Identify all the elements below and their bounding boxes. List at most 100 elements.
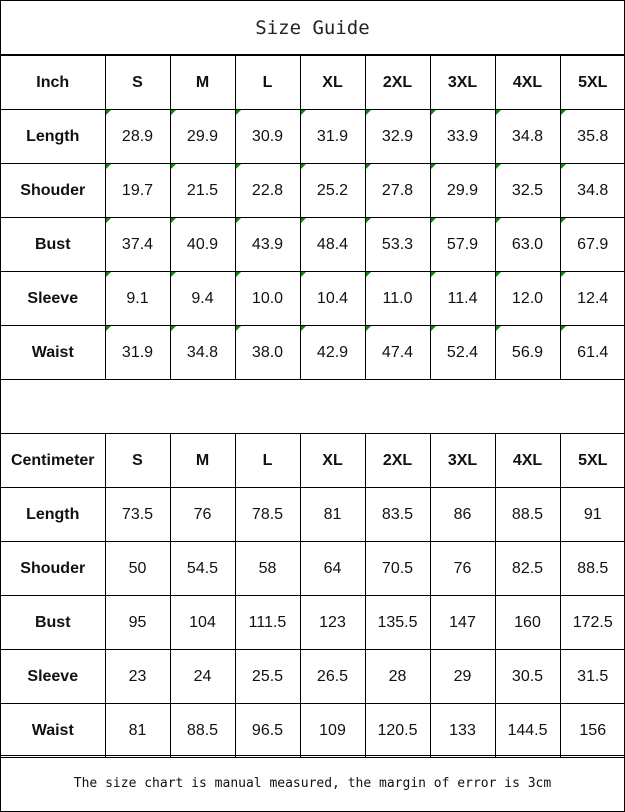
measurement-cell: 11.0 [364, 271, 431, 326]
table-row: Length 28.9 29.9 30.9 31.9 32.9 33.9 34.8 35.8 [1, 109, 625, 164]
inch-size-table: Inch S M L XL 2XL 3XL 4XL 5XL Length 28.9 29.9 30.9 3… [1, 55, 625, 380]
measurement-cell: 31.5 [559, 649, 625, 704]
measurement-cell: 12.0 [494, 271, 561, 326]
measurement-cell: 78.5 [234, 487, 301, 542]
size-header-2xl: 2XL [364, 433, 431, 488]
measurement-cell: 57.9 [429, 217, 496, 272]
measurement-cell: 56.9 [494, 325, 561, 380]
measurement-cell: 24 [169, 649, 236, 704]
measurement-cell: 34.8 [494, 109, 561, 164]
measurement-cell: 63.0 [494, 217, 561, 272]
measurement-cell: 11.4 [429, 271, 496, 326]
measurement-cell: 26.5 [299, 649, 366, 704]
table-row: Bust 37.4 40.9 43.9 48.4 53.3 57.9 63.0 67.9 [1, 217, 625, 272]
measurement-cell: 95 [104, 595, 171, 650]
measurement-cell: 53.3 [364, 217, 431, 272]
measurement-cell: 58 [234, 541, 301, 596]
table-row: Waist 81 88.5 96.5 109 120.5 133 144.5 156 [1, 703, 625, 758]
size-header-m: M [169, 55, 236, 110]
measurement-cell: 88.5 [169, 703, 236, 758]
header-row: Inch S M L XL 2XL 3XL 4XL 5XL [1, 55, 625, 110]
measurement-cell: 135.5 [364, 595, 431, 650]
measurement-cell: 54.5 [169, 541, 236, 596]
size-header-5xl: 5XL [559, 55, 625, 110]
measurement-cell: 96.5 [234, 703, 301, 758]
page-title: Size Guide [1, 1, 624, 55]
row-label: Sleeve [1, 649, 106, 704]
measurement-cell: 83.5 [364, 487, 431, 542]
measurement-cell: 19.7 [104, 163, 171, 218]
measurement-cell: 48.4 [299, 217, 366, 272]
measurement-cell: 30.9 [234, 109, 301, 164]
size-header-m: M [169, 433, 236, 488]
measurement-cell: 25.5 [234, 649, 301, 704]
measurement-cell: 9.1 [104, 271, 171, 326]
size-header-4xl: 4XL [494, 433, 561, 488]
table-row: Shouder 19.7 21.5 22.8 25.2 27.8 29.9 32.5 34.8 [1, 163, 625, 218]
measurement-cell: 172.5 [559, 595, 625, 650]
measurement-cell: 88.5 [559, 541, 625, 596]
measurement-cell: 10.4 [299, 271, 366, 326]
size-header-xl: XL [299, 55, 366, 110]
measurement-cell: 23 [104, 649, 171, 704]
measurement-cell: 76 [169, 487, 236, 542]
table-row: Shouder 50 54.5 58 64 70.5 76 82.5 88.5 [1, 541, 625, 596]
measurement-cell: 52.4 [429, 325, 496, 380]
measurement-cell: 109 [299, 703, 366, 758]
table-row: Bust 95 104 111.5 123 135.5 147 160 172.5 [1, 595, 625, 650]
size-header-5xl: 5XL [559, 433, 625, 488]
measurement-cell: 42.9 [299, 325, 366, 380]
measurement-cell: 50 [104, 541, 171, 596]
measurement-cell: 28 [364, 649, 431, 704]
size-header-l: L [234, 433, 301, 488]
measurement-cell: 47.4 [364, 325, 431, 380]
table-row: Waist 31.9 34.8 38.0 42.9 47.4 52.4 56.9 61.4 [1, 325, 625, 380]
table-spacer [1, 380, 624, 433]
measurement-cell: 31.9 [104, 325, 171, 380]
measurement-cell: 111.5 [234, 595, 301, 650]
measurement-cell: 82.5 [494, 541, 561, 596]
measurement-cell: 133 [429, 703, 496, 758]
measurement-cell: 123 [299, 595, 366, 650]
measurement-cell: 147 [429, 595, 496, 650]
centimeter-size-table: Centimeter S M L XL 2XL 3XL 4XL 5XL Length 73.5 76 7… [1, 433, 625, 758]
measurement-cell: 88.5 [494, 487, 561, 542]
measurement-cell: 29.9 [169, 109, 236, 164]
unit-header: Centimeter [1, 433, 106, 488]
measurement-cell: 70.5 [364, 541, 431, 596]
measurement-cell: 32.9 [364, 109, 431, 164]
measurement-cell: 31.9 [299, 109, 366, 164]
measurement-cell: 22.8 [234, 163, 301, 218]
size-header-4xl: 4XL [494, 55, 561, 110]
measurement-cell: 33.9 [429, 109, 496, 164]
table-row: Sleeve 9.1 9.4 10.0 10.4 11.0 11.4 12.0 12.4 [1, 271, 625, 326]
measurement-cell: 35.8 [559, 109, 625, 164]
footer-note: The size chart is manual measured, the m… [1, 755, 624, 811]
measurement-cell: 76 [429, 541, 496, 596]
measurement-cell: 21.5 [169, 163, 236, 218]
row-label: Waist [1, 703, 106, 758]
measurement-cell: 81 [299, 487, 366, 542]
measurement-cell: 40.9 [169, 217, 236, 272]
measurement-cell: 67.9 [559, 217, 625, 272]
table-row: Sleeve 23 24 25.5 26.5 28 29 30.5 31.5 [1, 649, 625, 704]
row-label: Waist [1, 325, 106, 380]
measurement-cell: 43.9 [234, 217, 301, 272]
size-header-s: S [104, 433, 171, 488]
measurement-cell: 91 [559, 487, 625, 542]
measurement-cell: 120.5 [364, 703, 431, 758]
measurement-cell: 9.4 [169, 271, 236, 326]
measurement-cell: 156 [559, 703, 625, 758]
size-header-2xl: 2XL [364, 55, 431, 110]
measurement-cell: 144.5 [494, 703, 561, 758]
row-label: Shouder [1, 163, 106, 218]
size-header-3xl: 3XL [429, 55, 496, 110]
header-row: Centimeter S M L XL 2XL 3XL 4XL 5XL [1, 433, 625, 488]
measurement-cell: 73.5 [104, 487, 171, 542]
measurement-cell: 34.8 [169, 325, 236, 380]
measurement-cell: 38.0 [234, 325, 301, 380]
measurement-cell: 25.2 [299, 163, 366, 218]
row-label: Length [1, 109, 106, 164]
unit-header: Inch [1, 55, 106, 110]
